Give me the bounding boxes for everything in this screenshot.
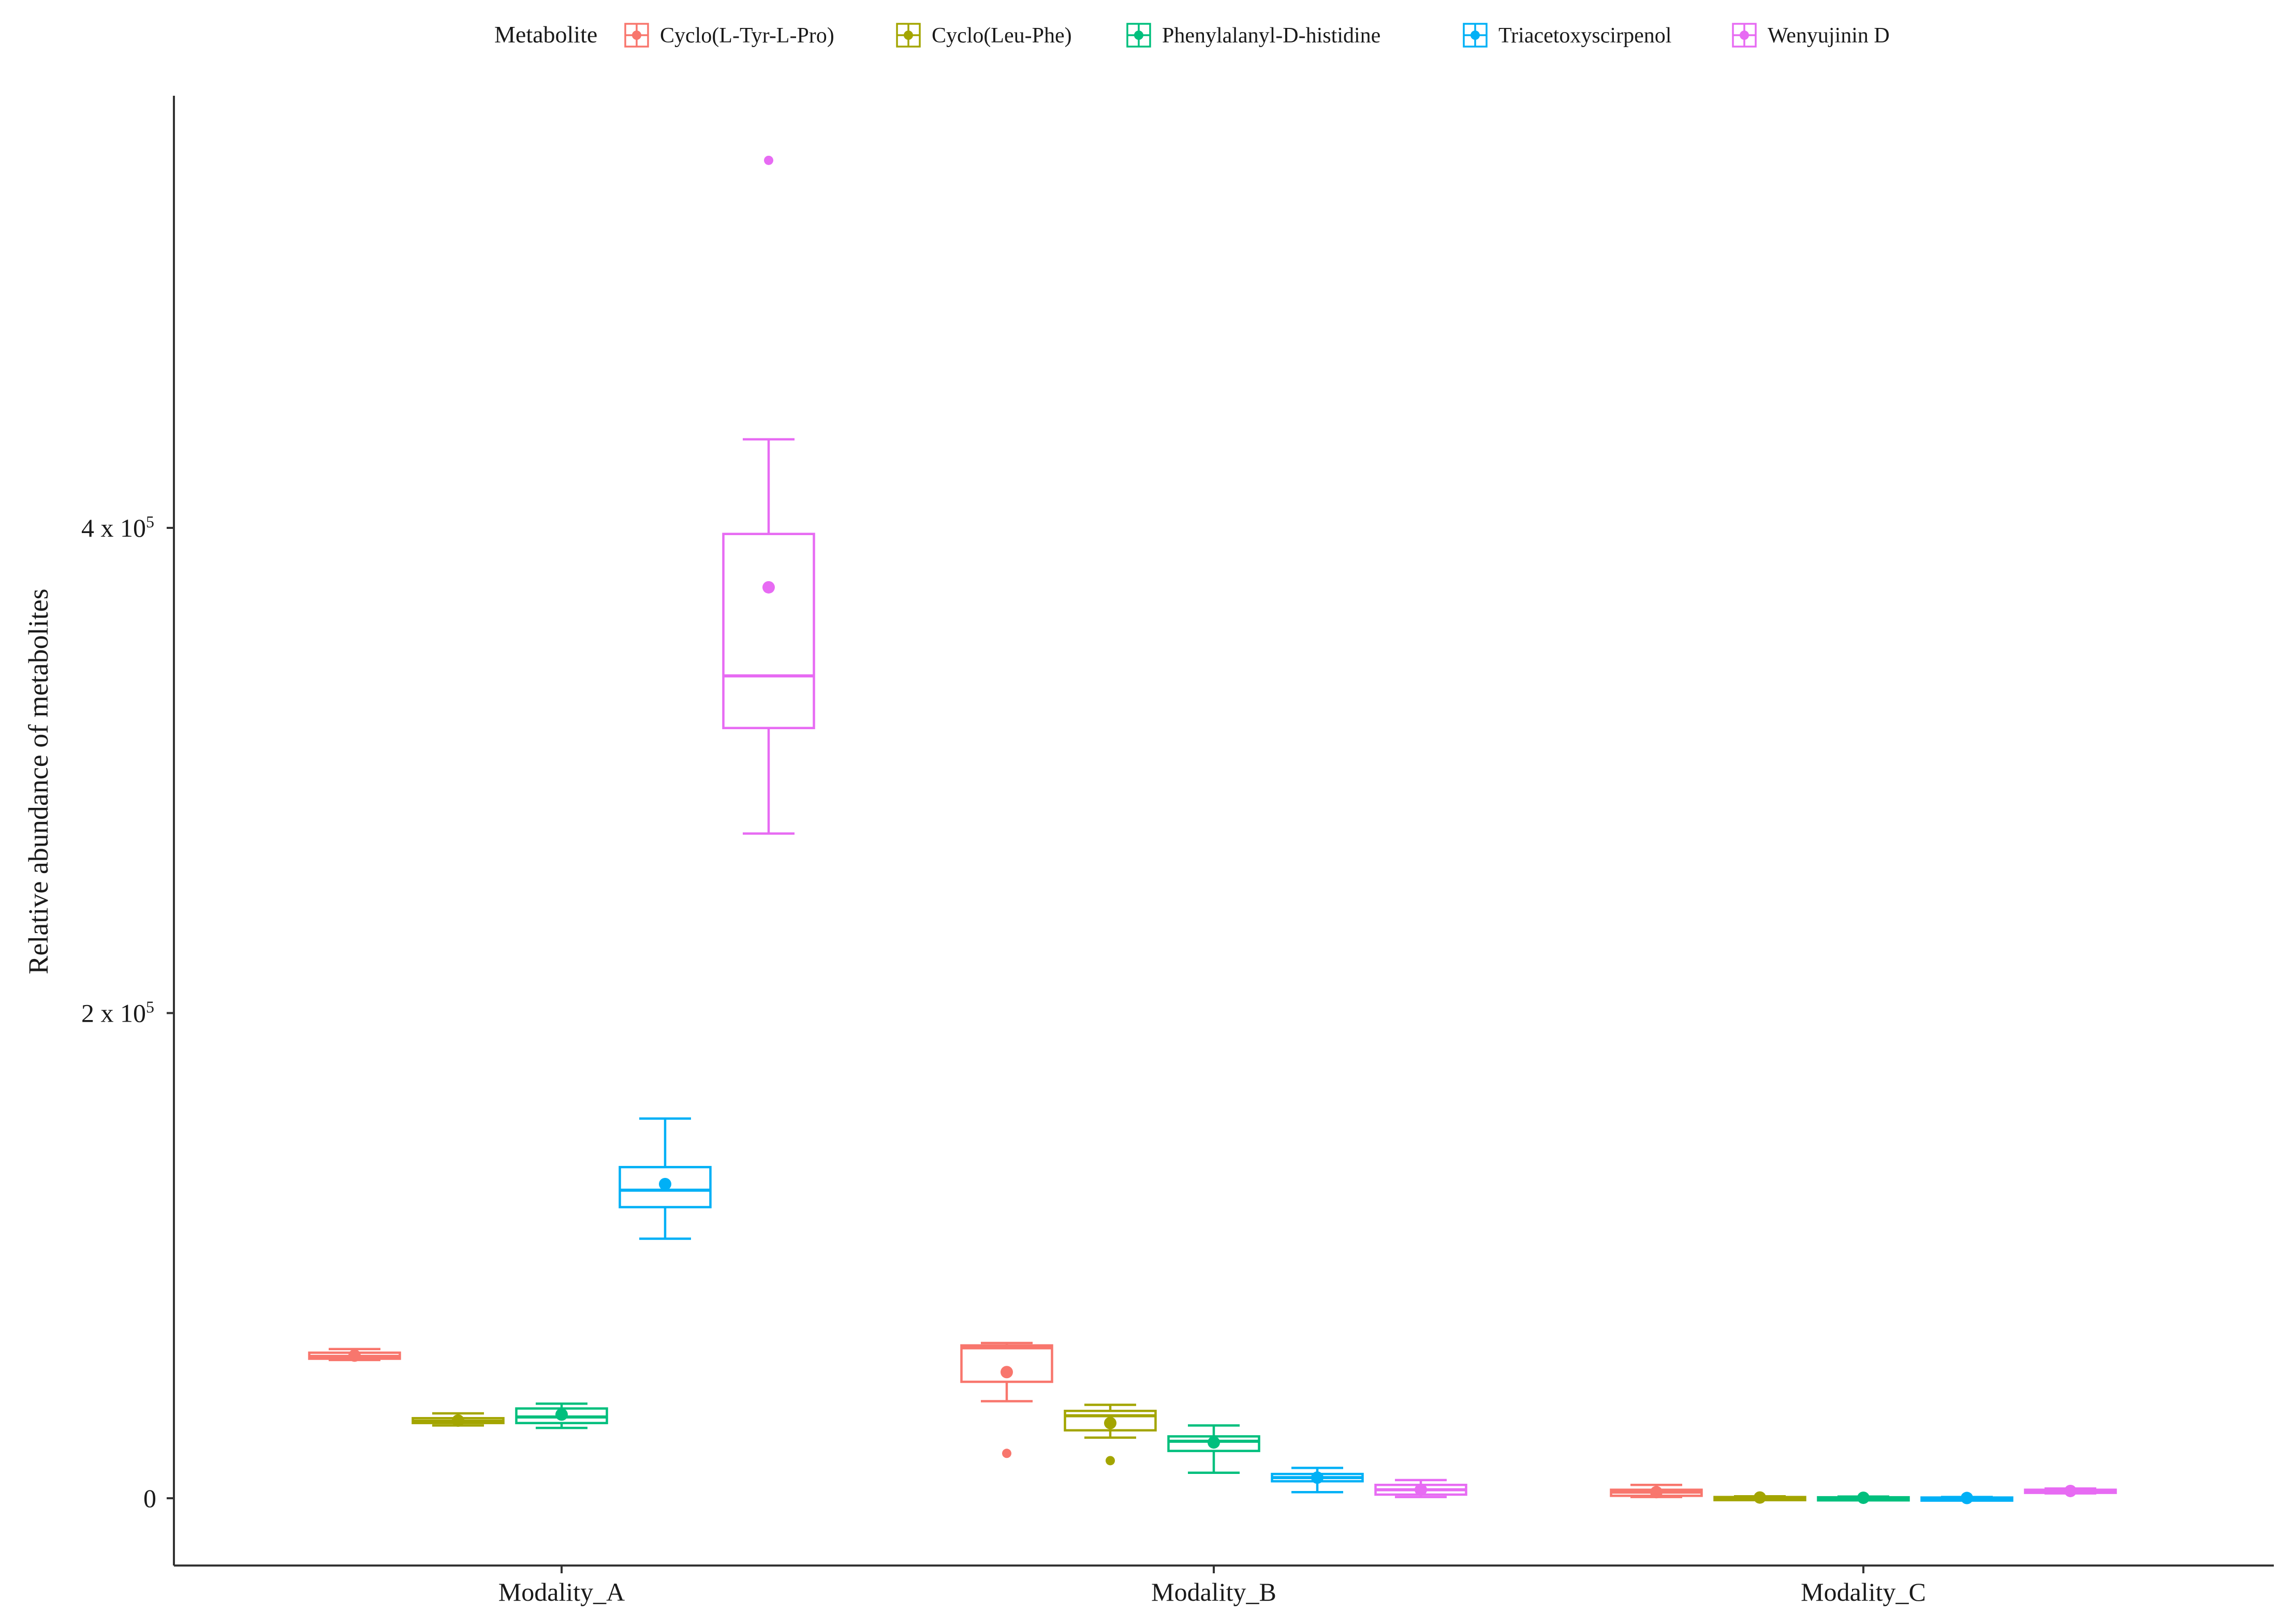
legend: Metabolite Cyclo(L-Tyr-L-Pro) Cyclo(Leu-P… (494, 21, 1890, 48)
box-cyclo-l-tyr-l-pro-modality-b (960, 1341, 1053, 1458)
box-phenylalanyl-d-histidine-modality-a (515, 1402, 608, 1429)
y-tick-label: 4 x 105 (81, 512, 154, 542)
box-iqr (722, 533, 815, 729)
legend-item-wenyujinin-d: Wenyujinin D (1732, 23, 1890, 48)
y-axis-title: Relative abundance of metabolites (23, 588, 54, 974)
x-tick-label-modality-a: Modality_A (498, 1577, 625, 1606)
box-cyclo-l-tyr-l-pro-modality-c (1610, 1483, 1703, 1499)
y-tick-label: 2 x 105 (81, 998, 154, 1028)
legend-title: Metabolite (494, 21, 597, 48)
legend-label: Triacetoxyscirpenol (1498, 24, 1671, 48)
y-tick-label-base: 2 x 10 (81, 999, 146, 1028)
legend-item-cyclo-leu-phe: Cyclo(Leu-Phe) (896, 23, 1072, 48)
mean-point (1961, 1492, 1973, 1504)
legend-key-point (1471, 31, 1480, 40)
legend-label: Wenyujinin D (1768, 24, 1890, 48)
mean-point (1208, 1436, 1220, 1449)
mean-point (1311, 1471, 1324, 1484)
legend-key-point (1740, 31, 1749, 40)
box-cyclo-leu-phe-modality-c (1713, 1491, 1806, 1504)
mean-point (555, 1408, 568, 1421)
legend-key-point (632, 31, 641, 40)
box-cyclo-l-tyr-l-pro-modality-a (308, 1348, 401, 1362)
mean-point (452, 1414, 464, 1427)
legend-label: Cyclo(L-Tyr-L-Pro) (660, 24, 834, 48)
mean-point (1754, 1491, 1766, 1504)
mean-point (348, 1349, 361, 1362)
y-tick-label: 0 (143, 1484, 156, 1513)
y-axis-title-group: Relative abundance of metabolites (23, 588, 54, 974)
box-cyclo-leu-phe-modality-b (1064, 1404, 1157, 1466)
box-phenylalanyl-d-histidine-modality-b (1167, 1424, 1260, 1474)
box-triacetoxyscirpenol-modality-a (619, 1117, 712, 1240)
legend-key-point (1134, 31, 1143, 40)
legend-item-triacetoxyscirpenol: Triacetoxyscirpenol (1463, 23, 1671, 48)
legend-label: Phenylalanyl-D-histidine (1162, 24, 1380, 48)
mean-point (659, 1177, 671, 1190)
outlier-point (1002, 1449, 1011, 1458)
mean-point (1104, 1416, 1116, 1429)
box-wenyujinin-d-modality-a (722, 155, 815, 835)
box-wenyujinin-d-modality-b (1374, 1479, 1467, 1498)
x-tick-label-modality-c: Modality_C (1801, 1577, 1926, 1606)
y-tick-label-exponent: 5 (146, 998, 154, 1016)
x-ticks: Modality_A Modality_B Modality_C (498, 1566, 1926, 1606)
mean-point (1001, 1366, 1013, 1379)
legend-item-cyclo-l-tyr-l-pro: Cyclo(L-Tyr-L-Pro) (624, 23, 834, 48)
mean-point (1857, 1492, 1870, 1504)
x-tick-label-modality-b: Modality_B (1151, 1577, 1276, 1606)
mean-point (762, 581, 775, 594)
mean-point (1415, 1483, 1427, 1496)
box-cyclo-leu-phe-modality-a (411, 1412, 505, 1427)
y-tick-label-base: 4 x 10 (81, 513, 146, 542)
box-phenylalanyl-d-histidine-modality-c (1817, 1492, 1910, 1504)
legend-key-point (904, 31, 913, 40)
mean-point (1650, 1486, 1663, 1499)
box-triacetoxyscirpenol-modality-c (1920, 1492, 2013, 1504)
legend-label: Cyclo(Leu-Phe) (932, 24, 1072, 48)
y-tick-label-exponent: 5 (146, 512, 154, 531)
plot-area (308, 155, 2117, 1504)
outlier-point (764, 155, 773, 165)
box-triacetoxyscirpenol-modality-b (1271, 1467, 1364, 1494)
mean-point (2064, 1484, 2077, 1497)
box-wenyujinin-d-modality-c (2024, 1484, 2117, 1497)
outlier-point (1106, 1456, 1115, 1466)
legend-item-phenylalanyl-d-histidine: Phenylalanyl-D-histidine (1126, 23, 1380, 48)
